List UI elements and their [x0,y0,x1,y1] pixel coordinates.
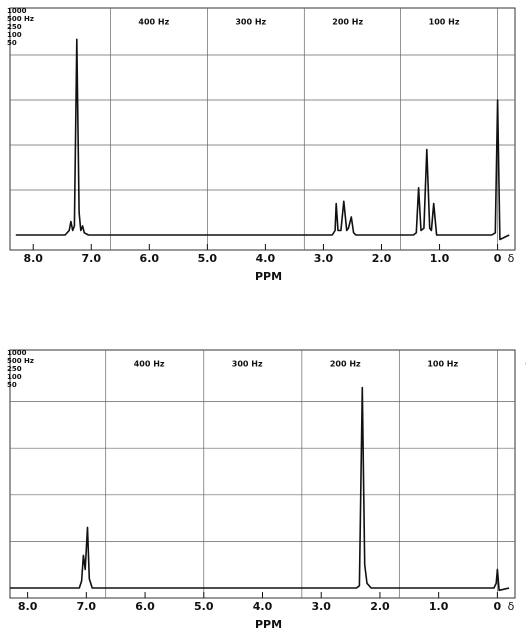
x-tick-label: 8.0 [23,252,43,265]
sweep-label: 100 [7,31,22,39]
x-tick-label: 0 [494,252,502,265]
spectrum-line [15,38,510,241]
x-tick-label: 6.0 [140,252,160,265]
x-tick-label: 1.0 [429,600,449,613]
x-end-label: δ [508,252,515,265]
sweep-label: 500 Hz [7,357,34,365]
x-tick-label: 3.0 [311,600,331,613]
spectrum-line [10,386,510,592]
x-tick-label: 4.0 [256,252,276,265]
hz-label: 400 Hz [134,360,165,369]
hz-label: 200 Hz [332,18,363,27]
x-tick-label: 7.0 [77,600,97,613]
x-tick-label: 5.0 [198,252,218,265]
hz-label: 200 Hz [330,360,361,369]
sweep-label: 50 [7,381,17,389]
x-end-label: δ [508,600,515,613]
x-axis-label: PPM [255,618,282,631]
hz-label: 400 Hz [138,18,169,27]
sweep-label: 1000 [7,7,27,15]
x-tick-label: 1.0 [430,252,450,265]
hz-label: 300 Hz [235,18,266,27]
x-tick-label: 6.0 [135,600,155,613]
plot-frame [9,7,516,251]
x-tick-label: 2.0 [372,252,392,265]
x-tick-label: 4.0 [253,600,273,613]
x-tick-label: 3.0 [314,252,334,265]
sweep-label: 100 [7,373,22,381]
hz-label: 100 Hz [427,360,458,369]
x-axis-label: PPM [255,270,282,283]
sweep-label: 1000 [7,349,27,357]
x-tick-label: 0 [494,600,502,613]
x-tick-label: 8.0 [18,600,38,613]
x-tick-label: 5.0 [194,600,214,613]
sweep-label: 250 [7,365,22,373]
sweep-label: 250 [7,23,22,31]
x-tick-label: 7.0 [82,252,102,265]
hz-label: 300 Hz [232,360,263,369]
hz-label: 100 Hz [429,18,460,27]
sweep-label: 500 Hz [7,15,34,23]
x-tick-label: 2.0 [370,600,390,613]
sweep-label: 50 [7,39,17,47]
